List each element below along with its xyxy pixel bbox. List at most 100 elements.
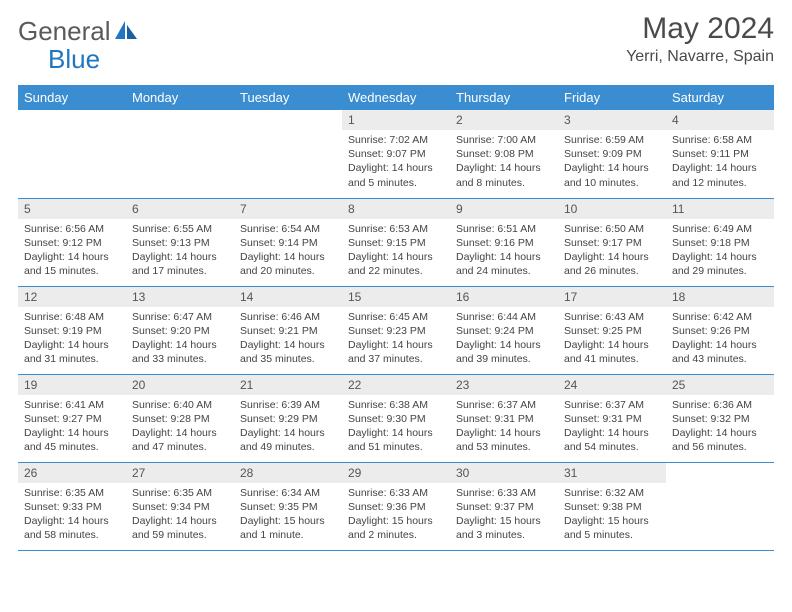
daylight: Daylight: 14 hours and 49 minutes.: [240, 426, 336, 454]
day-cell: 17Sunrise: 6:43 AMSunset: 9:25 PMDayligh…: [558, 286, 666, 374]
day-cell: 21Sunrise: 6:39 AMSunset: 9:29 PMDayligh…: [234, 374, 342, 462]
sunset: Sunset: 9:28 PM: [132, 412, 228, 426]
day-info: Sunrise: 6:45 AMSunset: 9:23 PMDaylight:…: [342, 307, 450, 371]
day-number: 23: [450, 375, 558, 395]
day-info: Sunrise: 6:35 AMSunset: 9:34 PMDaylight:…: [126, 483, 234, 547]
weekday-saturday: Saturday: [666, 85, 774, 110]
day-info: Sunrise: 6:37 AMSunset: 9:31 PMDaylight:…: [450, 395, 558, 459]
day-cell: 1Sunrise: 7:02 AMSunset: 9:07 PMDaylight…: [342, 110, 450, 198]
day-number: 6: [126, 199, 234, 219]
empty-cell: [126, 110, 234, 198]
day-cell: 20Sunrise: 6:40 AMSunset: 9:28 PMDayligh…: [126, 374, 234, 462]
day-info: Sunrise: 6:33 AMSunset: 9:37 PMDaylight:…: [450, 483, 558, 547]
sunset: Sunset: 9:16 PM: [456, 236, 552, 250]
logo-text-1: General: [18, 16, 111, 47]
daylight: Daylight: 14 hours and 47 minutes.: [132, 426, 228, 454]
sunset: Sunset: 9:12 PM: [24, 236, 120, 250]
day-info: Sunrise: 6:58 AMSunset: 9:11 PMDaylight:…: [666, 130, 774, 194]
weekday-tuesday: Tuesday: [234, 85, 342, 110]
day-info: Sunrise: 6:37 AMSunset: 9:31 PMDaylight:…: [558, 395, 666, 459]
day-info: Sunrise: 6:48 AMSunset: 9:19 PMDaylight:…: [18, 307, 126, 371]
day-cell: 11Sunrise: 6:49 AMSunset: 9:18 PMDayligh…: [666, 198, 774, 286]
daylight: Daylight: 14 hours and 35 minutes.: [240, 338, 336, 366]
daylight: Daylight: 14 hours and 15 minutes.: [24, 250, 120, 278]
sunset: Sunset: 9:07 PM: [348, 147, 444, 161]
sunset: Sunset: 9:19 PM: [24, 324, 120, 338]
day-info: Sunrise: 6:59 AMSunset: 9:09 PMDaylight:…: [558, 130, 666, 194]
sunrise: Sunrise: 6:51 AM: [456, 222, 552, 236]
day-info: Sunrise: 6:44 AMSunset: 9:24 PMDaylight:…: [450, 307, 558, 371]
sunrise: Sunrise: 6:54 AM: [240, 222, 336, 236]
sunset: Sunset: 9:32 PM: [672, 412, 768, 426]
sunset: Sunset: 9:17 PM: [564, 236, 660, 250]
sunrise: Sunrise: 6:41 AM: [24, 398, 120, 412]
sunset: Sunset: 9:27 PM: [24, 412, 120, 426]
day-cell: 28Sunrise: 6:34 AMSunset: 9:35 PMDayligh…: [234, 462, 342, 550]
sunrise: Sunrise: 6:44 AM: [456, 310, 552, 324]
daylight: Daylight: 14 hours and 5 minutes.: [348, 161, 444, 189]
day-number: 12: [18, 287, 126, 307]
day-cell: 7Sunrise: 6:54 AMSunset: 9:14 PMDaylight…: [234, 198, 342, 286]
weekday-wednesday: Wednesday: [342, 85, 450, 110]
daylight: Daylight: 14 hours and 33 minutes.: [132, 338, 228, 366]
sunset: Sunset: 9:14 PM: [240, 236, 336, 250]
day-number: 30: [450, 463, 558, 483]
day-cell: 3Sunrise: 6:59 AMSunset: 9:09 PMDaylight…: [558, 110, 666, 198]
day-number: 18: [666, 287, 774, 307]
day-number: 2: [450, 110, 558, 130]
day-cell: 2Sunrise: 7:00 AMSunset: 9:08 PMDaylight…: [450, 110, 558, 198]
day-cell: 9Sunrise: 6:51 AMSunset: 9:16 PMDaylight…: [450, 198, 558, 286]
daylight: Daylight: 14 hours and 22 minutes.: [348, 250, 444, 278]
daylight: Daylight: 14 hours and 54 minutes.: [564, 426, 660, 454]
daylight: Daylight: 15 hours and 2 minutes.: [348, 514, 444, 542]
day-info: Sunrise: 6:38 AMSunset: 9:30 PMDaylight:…: [342, 395, 450, 459]
sunset: Sunset: 9:33 PM: [24, 500, 120, 514]
daylight: Daylight: 14 hours and 56 minutes.: [672, 426, 768, 454]
sunrise: Sunrise: 6:56 AM: [24, 222, 120, 236]
calendar-table: SundayMondayTuesdayWednesdayThursdayFrid…: [18, 85, 774, 551]
sunset: Sunset: 9:15 PM: [348, 236, 444, 250]
day-cell: 8Sunrise: 6:53 AMSunset: 9:15 PMDaylight…: [342, 198, 450, 286]
day-number: 10: [558, 199, 666, 219]
weekday-friday: Friday: [558, 85, 666, 110]
day-cell: 16Sunrise: 6:44 AMSunset: 9:24 PMDayligh…: [450, 286, 558, 374]
day-cell: 23Sunrise: 6:37 AMSunset: 9:31 PMDayligh…: [450, 374, 558, 462]
day-cell: 5Sunrise: 6:56 AMSunset: 9:12 PMDaylight…: [18, 198, 126, 286]
day-number: 17: [558, 287, 666, 307]
sunset: Sunset: 9:35 PM: [240, 500, 336, 514]
day-cell: 13Sunrise: 6:47 AMSunset: 9:20 PMDayligh…: [126, 286, 234, 374]
week-row: 19Sunrise: 6:41 AMSunset: 9:27 PMDayligh…: [18, 374, 774, 462]
sunset: Sunset: 9:34 PM: [132, 500, 228, 514]
day-number: 24: [558, 375, 666, 395]
sunrise: Sunrise: 6:39 AM: [240, 398, 336, 412]
weekday-thursday: Thursday: [450, 85, 558, 110]
sunset: Sunset: 9:08 PM: [456, 147, 552, 161]
day-info: Sunrise: 6:40 AMSunset: 9:28 PMDaylight:…: [126, 395, 234, 459]
sunrise: Sunrise: 6:33 AM: [456, 486, 552, 500]
calendar-body: 1Sunrise: 7:02 AMSunset: 9:07 PMDaylight…: [18, 110, 774, 550]
sunrise: Sunrise: 6:47 AM: [132, 310, 228, 324]
week-row: 1Sunrise: 7:02 AMSunset: 9:07 PMDaylight…: [18, 110, 774, 198]
day-number: 14: [234, 287, 342, 307]
sunrise: Sunrise: 6:43 AM: [564, 310, 660, 324]
sunrise: Sunrise: 6:38 AM: [348, 398, 444, 412]
day-number: 25: [666, 375, 774, 395]
day-number: 7: [234, 199, 342, 219]
sunrise: Sunrise: 6:37 AM: [456, 398, 552, 412]
day-info: Sunrise: 6:51 AMSunset: 9:16 PMDaylight:…: [450, 219, 558, 283]
sunrise: Sunrise: 6:59 AM: [564, 133, 660, 147]
sunset: Sunset: 9:11 PM: [672, 147, 768, 161]
daylight: Daylight: 14 hours and 41 minutes.: [564, 338, 660, 366]
day-info: Sunrise: 6:43 AMSunset: 9:25 PMDaylight:…: [558, 307, 666, 371]
day-number: 3: [558, 110, 666, 130]
location: Yerri, Navarre, Spain: [626, 48, 774, 66]
day-cell: 24Sunrise: 6:37 AMSunset: 9:31 PMDayligh…: [558, 374, 666, 462]
daylight: Daylight: 14 hours and 26 minutes.: [564, 250, 660, 278]
empty-cell: [18, 110, 126, 198]
day-number: 4: [666, 110, 774, 130]
sunrise: Sunrise: 6:45 AM: [348, 310, 444, 324]
day-number: 29: [342, 463, 450, 483]
empty-cell: [666, 462, 774, 550]
weekday-sunday: Sunday: [18, 85, 126, 110]
sunrise: Sunrise: 6:49 AM: [672, 222, 768, 236]
